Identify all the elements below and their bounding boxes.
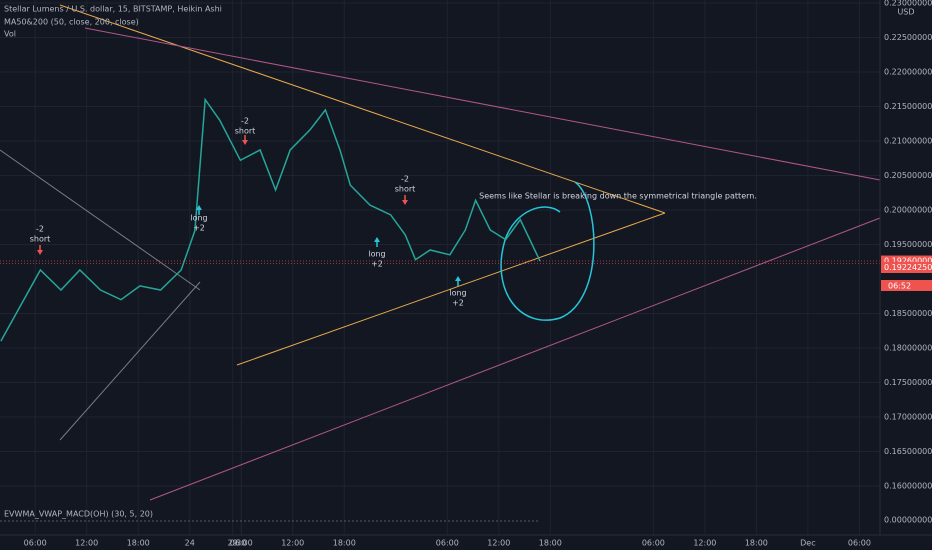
circle-marker xyxy=(500,181,595,321)
x-tick-label: 18:00 xyxy=(745,539,768,548)
x-tick-label: 06:00 xyxy=(24,539,47,548)
annotation: -2 xyxy=(241,117,249,126)
x-tick-label: 29 xyxy=(228,539,238,548)
trend-line xyxy=(84,27,881,181)
annotation: long xyxy=(368,250,385,259)
annotation: short xyxy=(30,235,51,244)
indicator-label: MA50&200 (50, close, 200, close) xyxy=(4,18,139,27)
price-label-box xyxy=(881,255,932,267)
indicator-label: Vol xyxy=(4,30,16,39)
annotation: -2 xyxy=(36,225,44,234)
lower-pane-label: EVWMA_VWAP_MACD(OH) (30, 5, 20) xyxy=(4,510,153,519)
y-tick-label: 0.21500000 xyxy=(884,102,932,111)
annotation: +2 xyxy=(193,224,205,233)
plot xyxy=(0,97,880,522)
trend-line xyxy=(149,217,881,501)
annotation: long xyxy=(449,289,466,298)
y-tick-label: 0.21000000 xyxy=(884,136,932,145)
chart-title: Stellar Lumens / U.S. dollar, 15, BITSTA… xyxy=(4,5,222,14)
y-tick-label: 0.16500000 xyxy=(884,447,932,456)
x-tick-label: 06:00 xyxy=(230,539,253,548)
grid xyxy=(0,0,880,535)
price-axis xyxy=(880,0,932,550)
price-label: 0.19224250 xyxy=(884,263,932,272)
currency: USD xyxy=(897,8,914,17)
x-tick-label: 12:00 xyxy=(281,539,304,548)
annotation: Seems like Stellar is breaking down the … xyxy=(479,192,757,201)
y-tick-label: 0.16000000 xyxy=(884,481,932,490)
signal-arrow-head xyxy=(37,250,43,255)
x-tick-label: 18:00 xyxy=(333,539,356,548)
annotation: +2 xyxy=(371,260,383,269)
signal-arrow-head xyxy=(374,237,380,242)
x-tick-label: Dec xyxy=(800,539,815,548)
x-tick-label: 18:00 xyxy=(539,539,562,548)
countdown: 06:52 xyxy=(888,282,911,291)
lower-pane-tick-label: 0.00000000 xyxy=(884,516,932,525)
y-tick-label: 0.23000000 xyxy=(884,0,932,7)
y-tick-label: 0.17000000 xyxy=(884,412,932,421)
x-tick-label: 24 xyxy=(185,539,195,548)
signal-arrow-head xyxy=(242,140,248,145)
x-tick-label: 06:00 xyxy=(436,539,459,548)
signal-arrow-head xyxy=(455,276,461,281)
annotation: short xyxy=(235,127,256,136)
x-tick-label: 12:00 xyxy=(487,539,510,548)
y-tick-label: 0.22500000 xyxy=(884,33,932,42)
triangle-upper xyxy=(59,4,666,214)
trend-line xyxy=(0,149,201,291)
y-tick-label: 0.20000000 xyxy=(884,205,932,214)
signal-arrow-head xyxy=(402,200,408,205)
x-tick-label: 30 xyxy=(236,539,246,548)
y-tick-label: 0.18000000 xyxy=(884,343,932,352)
y-tick-label: 0.19500000 xyxy=(884,240,932,249)
signal-arrow-head xyxy=(196,205,202,210)
x-tick-label: 12:00 xyxy=(75,539,98,548)
price-line xyxy=(0,97,541,342)
y-tick-label: 0.17500000 xyxy=(884,378,932,387)
y-tick-label: 0.22000000 xyxy=(884,67,932,76)
x-tick-label: 06:00 xyxy=(642,539,665,548)
y-tick-label: 0.18500000 xyxy=(884,309,932,318)
y-tick-label: 0.20500000 xyxy=(884,171,932,180)
trend-line xyxy=(59,281,201,441)
annotation: -2 xyxy=(401,175,409,184)
x-tick-label: 12:00 xyxy=(693,539,716,548)
annotation: short xyxy=(395,185,416,194)
drawings xyxy=(0,4,881,501)
countdown-box xyxy=(881,280,932,291)
price-label: 0.19260000 xyxy=(884,257,932,266)
x-tick-label: 18:00 xyxy=(127,539,150,548)
annotation: long xyxy=(190,214,207,223)
x-tick-label: 06:00 xyxy=(848,539,871,548)
price-label-box xyxy=(881,261,932,273)
annotation: +2 xyxy=(452,299,464,308)
